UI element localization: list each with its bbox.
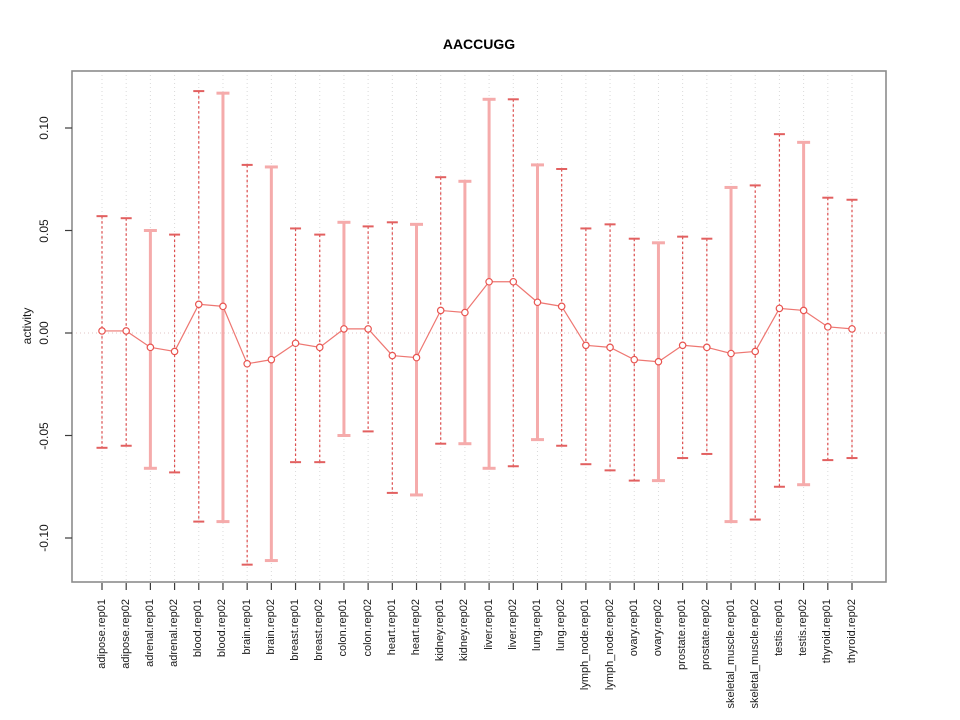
x-tick-label: heart.rep02 bbox=[410, 599, 423, 656]
x-tick-label: kidney.rep02 bbox=[458, 599, 471, 662]
data-point bbox=[654, 357, 663, 366]
x-tick-label: ovary.rep02 bbox=[651, 599, 664, 657]
x-tick-label: colon.rep01 bbox=[337, 599, 350, 657]
y-axis-title: activity bbox=[20, 307, 34, 345]
data-point bbox=[340, 325, 348, 333]
data-point bbox=[194, 300, 203, 309]
x-tick-label: breast.rep01 bbox=[289, 599, 302, 661]
x-tick-label: thyroid.rep02 bbox=[845, 599, 858, 664]
x-tick-label: adipose.rep02 bbox=[119, 599, 132, 669]
data-point bbox=[509, 277, 518, 286]
data-point bbox=[436, 306, 445, 315]
data-point bbox=[170, 347, 179, 356]
x-tick-label: heart.rep01 bbox=[385, 599, 398, 656]
plot-border bbox=[71, 70, 887, 583]
data-point bbox=[412, 353, 421, 362]
x-tick-label: testis.rep01 bbox=[772, 599, 785, 656]
x-tick-label: breast.rep02 bbox=[313, 599, 326, 661]
y-tick-label: 0.00 bbox=[37, 321, 51, 345]
x-tick-label: testis.rep02 bbox=[797, 599, 810, 656]
data-point bbox=[364, 325, 372, 333]
data-point bbox=[461, 308, 469, 317]
data-point bbox=[557, 302, 566, 311]
x-tick-label: liver.rep02 bbox=[506, 599, 519, 650]
data-point bbox=[122, 327, 130, 335]
x-tick-label: colon.rep02 bbox=[361, 599, 374, 657]
data-point bbox=[388, 351, 397, 360]
data-point bbox=[824, 323, 832, 331]
x-tick-label: skeletal_muscle.rep01 bbox=[724, 599, 737, 709]
data-point bbox=[315, 343, 324, 352]
x-tick-label: adrenal.rep01 bbox=[143, 599, 156, 667]
x-tick-label: lung.rep02 bbox=[555, 599, 568, 651]
data-point bbox=[146, 343, 155, 352]
y-tick-label: -0.05 bbox=[37, 421, 51, 450]
x-tick-label: blood.rep02 bbox=[216, 599, 229, 658]
x-tick-label: liver.rep01 bbox=[482, 599, 495, 650]
data-point bbox=[267, 355, 276, 364]
plot-title: AACCUGG bbox=[442, 36, 516, 52]
data-point bbox=[219, 302, 227, 311]
data-point bbox=[606, 343, 614, 352]
data-point bbox=[703, 343, 711, 352]
data-point bbox=[485, 277, 493, 286]
x-tick-label: prostate.rep01 bbox=[676, 599, 689, 670]
x-tick-label: skeletal_muscle.rep02 bbox=[748, 599, 761, 709]
y-tick-label: 0.10 bbox=[37, 116, 51, 140]
x-tick-label: brain.rep01 bbox=[240, 599, 253, 655]
data-point bbox=[533, 298, 542, 307]
data-point bbox=[727, 349, 735, 358]
data-point bbox=[775, 304, 784, 313]
x-tick-label: adipose.rep01 bbox=[95, 599, 108, 669]
series-line bbox=[102, 281, 853, 365]
data-point bbox=[799, 306, 808, 315]
data-point bbox=[678, 341, 687, 350]
x-tick-label: blood.rep01 bbox=[192, 599, 205, 658]
data-point bbox=[848, 325, 856, 333]
data-point bbox=[98, 327, 106, 335]
x-tick-label: ovary.rep01 bbox=[627, 599, 640, 657]
x-tick-label: lung.rep01 bbox=[530, 599, 543, 651]
data-point bbox=[291, 339, 300, 348]
x-tick-label: adrenal.rep02 bbox=[168, 599, 181, 667]
x-tick-label: thyroid.rep01 bbox=[821, 599, 834, 664]
data-point bbox=[751, 347, 760, 356]
y-tick-label: -0.10 bbox=[37, 524, 51, 552]
data-point bbox=[630, 355, 639, 364]
x-tick-label: brain.rep02 bbox=[264, 599, 277, 655]
data-point bbox=[243, 359, 251, 368]
x-tick-label: lymph_node.rep02 bbox=[603, 599, 616, 691]
y-tick-label: 0.05 bbox=[37, 218, 51, 243]
x-tick-label: prostate.rep02 bbox=[700, 599, 713, 670]
x-tick-label: lymph_node.rep01 bbox=[579, 599, 592, 691]
x-tick-label: kidney.rep01 bbox=[434, 599, 447, 662]
data-point bbox=[582, 341, 590, 350]
